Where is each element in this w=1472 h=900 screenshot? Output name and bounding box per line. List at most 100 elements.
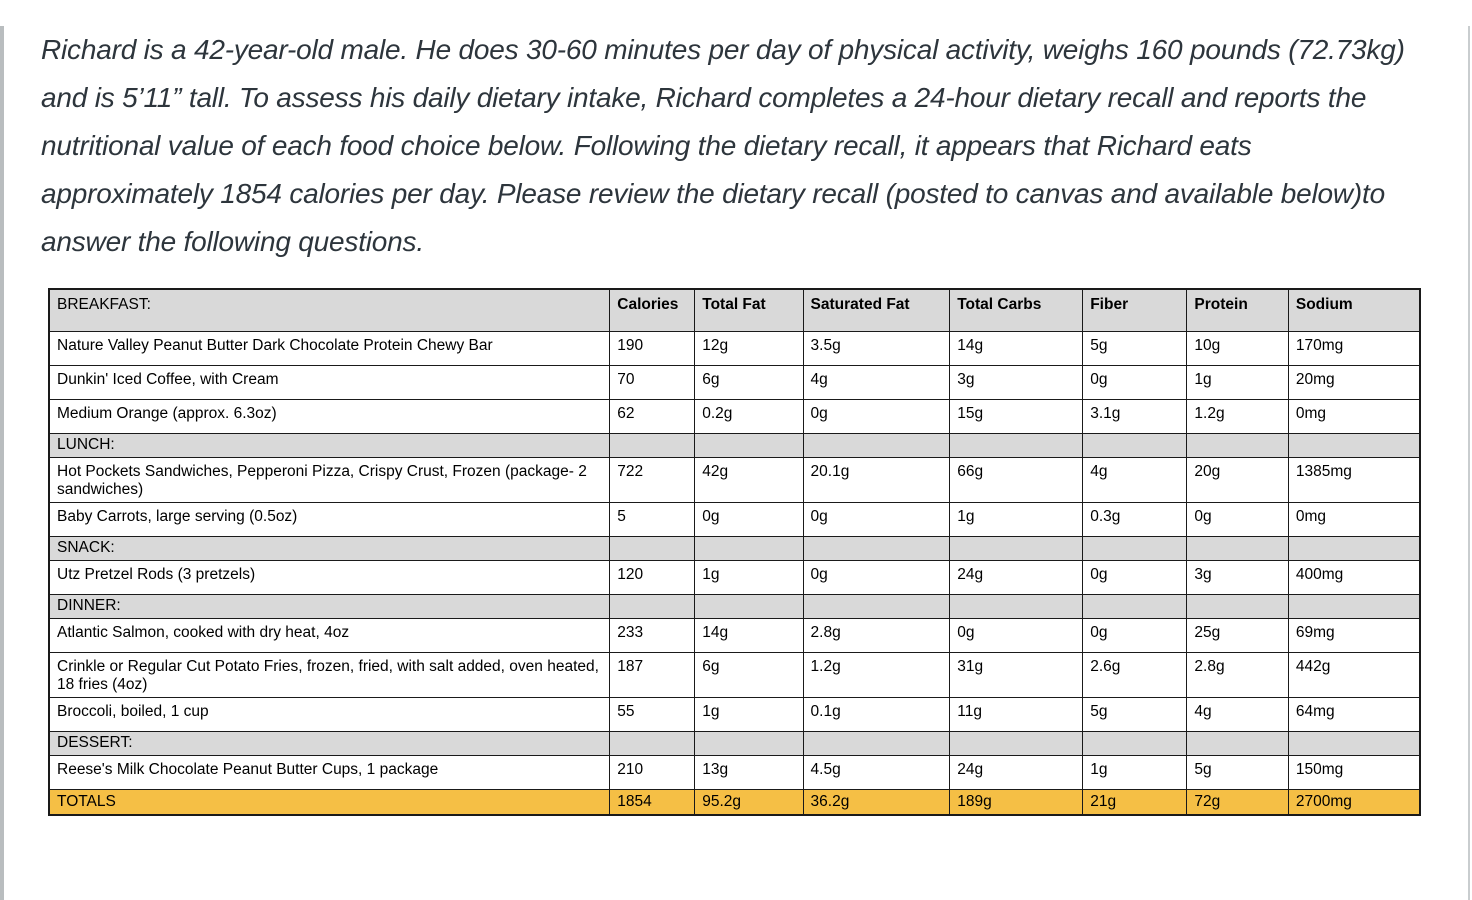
value-cell: 0g <box>949 617 1084 653</box>
value-cell: 150mg <box>1287 754 1421 790</box>
value-cell: 190 <box>609 330 696 366</box>
value-cell: 1g <box>949 501 1084 537</box>
value-cell: 14g <box>949 330 1084 366</box>
value-cell: 0mg <box>1287 398 1421 434</box>
value-cell <box>949 730 1084 756</box>
value-cell: 0g <box>802 398 951 434</box>
value-cell: 0g <box>694 501 804 537</box>
value-cell <box>609 593 696 619</box>
value-cell <box>1287 432 1421 458</box>
value-cell: 210 <box>609 754 696 790</box>
value-cell: 20g <box>1186 456 1289 503</box>
value-cell <box>802 535 951 561</box>
food-label-cell: SNACK: <box>48 535 611 561</box>
table-row-item: Baby Carrots, large serving (0.5oz) 5 0g 0g… <box>48 501 1421 537</box>
food-label-cell: DINNER: <box>48 593 611 619</box>
value-cell: 722 <box>609 456 696 503</box>
value-cell <box>949 593 1084 619</box>
value-cell <box>1186 593 1289 619</box>
column-header-protein: Protein <box>1186 288 1289 332</box>
value-cell: 233 <box>609 617 696 653</box>
value-cell: 3g <box>1186 559 1289 595</box>
value-cell <box>1186 730 1289 756</box>
value-cell <box>1287 730 1421 756</box>
question-intro-paragraph: Richard is a 42-year-old male. He does 3… <box>41 34 1405 257</box>
value-cell: 2.8g <box>1186 651 1289 698</box>
value-cell: 70 <box>609 364 696 400</box>
value-cell: 6g <box>694 651 804 698</box>
value-cell: 25g <box>1186 617 1289 653</box>
value-cell: 170mg <box>1287 330 1421 366</box>
value-cell: 20.1g <box>802 456 951 503</box>
value-cell <box>609 535 696 561</box>
value-cell: 3g <box>949 364 1084 400</box>
value-cell: 0g <box>1082 617 1188 653</box>
value-cell: 1g <box>1186 364 1289 400</box>
value-cell: 187 <box>609 651 696 698</box>
value-cell <box>802 432 951 458</box>
value-cell: 11g <box>949 696 1084 732</box>
value-cell: 24g <box>949 559 1084 595</box>
value-cell: 12g <box>694 330 804 366</box>
value-cell <box>949 432 1084 458</box>
value-cell: 0.2g <box>694 398 804 434</box>
table-row-totals: TOTALS 1854 95.2g 36.2g 189g 21g 72g 2700mg <box>48 788 1421 816</box>
column-header-total-carbs: Total Carbs <box>949 288 1084 332</box>
food-label-cell: Hot Pockets Sandwiches, Pepperoni Pizza,… <box>48 456 611 503</box>
food-label-cell: LUNCH: <box>48 432 611 458</box>
value-cell <box>802 730 951 756</box>
food-label-cell: Medium Orange (approx. 6.3oz) <box>48 398 611 434</box>
value-cell: 4.5g <box>802 754 951 790</box>
value-cell: 0mg <box>1287 501 1421 537</box>
table-row-item: Utz Pretzel Rods (3 pretzels) 120 1g 0g 24g 0… <box>48 559 1421 595</box>
page-right-border <box>1468 26 1470 900</box>
diet-table-body: Nature Valley Peanut Butter Dark Chocola… <box>48 330 1421 816</box>
value-cell: 0g <box>1082 364 1188 400</box>
value-cell: 1g <box>1082 754 1188 790</box>
table-row-section: DINNER: <box>48 593 1421 619</box>
value-cell: 2700mg <box>1287 788 1421 816</box>
table-row-section: SNACK: <box>48 535 1421 561</box>
value-cell: 10g <box>1186 330 1289 366</box>
value-cell: 62 <box>609 398 696 434</box>
value-cell: 0g <box>1082 559 1188 595</box>
value-cell <box>1082 593 1188 619</box>
value-cell: 55 <box>609 696 696 732</box>
value-cell: 5g <box>1082 330 1188 366</box>
table-row-section: DESSERT: <box>48 730 1421 756</box>
table-row-item: Crinkle or Regular Cut Potato Fries, fro… <box>48 651 1421 698</box>
value-cell: 6g <box>694 364 804 400</box>
value-cell: 72g <box>1186 788 1289 816</box>
table-row-section: LUNCH: <box>48 432 1421 458</box>
value-cell: 3.1g <box>1082 398 1188 434</box>
value-cell: 442g <box>1287 651 1421 698</box>
value-cell: 15g <box>949 398 1084 434</box>
column-header-breakfast: BREAKFAST: <box>48 288 611 332</box>
food-label-cell: DESSERT: <box>48 730 611 756</box>
column-header-sodium: Sodium <box>1287 288 1421 332</box>
table-row-item: Reese's Milk Chocolate Peanut Butter Cup… <box>48 754 1421 790</box>
value-cell: 2.8g <box>802 617 951 653</box>
value-cell <box>1082 730 1188 756</box>
value-cell: 0.3g <box>1082 501 1188 537</box>
value-cell: 36.2g <box>802 788 951 816</box>
table-row-item: Dunkin' Iced Coffee, with Cream 70 6g 4g 3g 0… <box>48 364 1421 400</box>
value-cell <box>609 432 696 458</box>
table-row-item: Nature Valley Peanut Butter Dark Chocola… <box>48 330 1421 366</box>
table-row-item: Hot Pockets Sandwiches, Pepperoni Pizza,… <box>48 456 1421 503</box>
value-cell: 1.2g <box>1186 398 1289 434</box>
value-cell: 2.6g <box>1082 651 1188 698</box>
value-cell: 1g <box>694 696 804 732</box>
value-cell: 120 <box>609 559 696 595</box>
value-cell: 5g <box>1186 754 1289 790</box>
value-cell <box>609 730 696 756</box>
value-cell: 0g <box>1186 501 1289 537</box>
table-row-item: Atlantic Salmon, cooked with dry heat, 4… <box>48 617 1421 653</box>
column-header-calories: Calories <box>609 288 696 332</box>
value-cell: 3.5g <box>802 330 951 366</box>
value-cell: 4g <box>802 364 951 400</box>
food-label-cell: Crinkle or Regular Cut Potato Fries, fro… <box>48 651 611 698</box>
page-left-border <box>0 26 4 900</box>
column-header-fiber: Fiber <box>1082 288 1188 332</box>
column-header-total-fat: Total Fat <box>694 288 804 332</box>
